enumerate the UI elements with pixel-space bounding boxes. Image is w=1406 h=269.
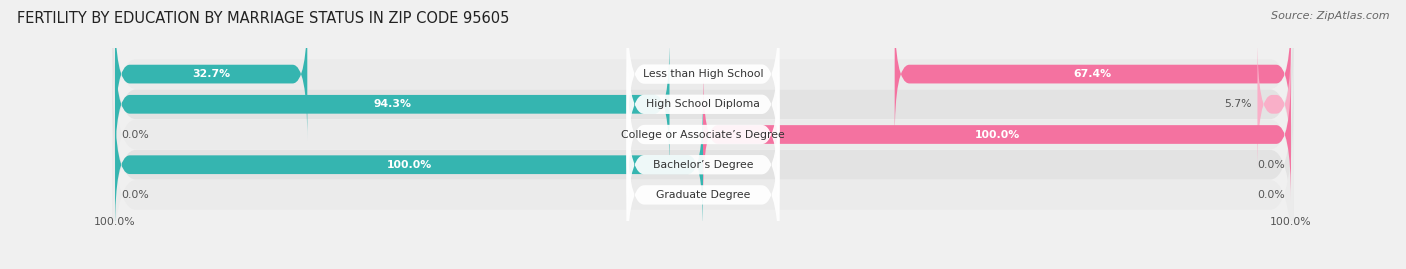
FancyBboxPatch shape (703, 68, 1291, 201)
FancyBboxPatch shape (627, 0, 779, 155)
FancyBboxPatch shape (627, 84, 779, 246)
Text: 0.0%: 0.0% (1257, 190, 1285, 200)
Text: 100.0%: 100.0% (387, 160, 432, 170)
Text: 100.0%: 100.0% (94, 217, 136, 227)
Text: 67.4%: 67.4% (1074, 69, 1112, 79)
FancyBboxPatch shape (627, 54, 779, 215)
Text: FERTILITY BY EDUCATION BY MARRIAGE STATUS IN ZIP CODE 95605: FERTILITY BY EDUCATION BY MARRIAGE STATU… (17, 11, 509, 26)
Text: Less than High School: Less than High School (643, 69, 763, 79)
Text: 0.0%: 0.0% (121, 190, 149, 200)
Text: 100.0%: 100.0% (1270, 217, 1312, 227)
Text: Bachelor’s Degree: Bachelor’s Degree (652, 160, 754, 170)
FancyBboxPatch shape (115, 8, 308, 140)
FancyBboxPatch shape (112, 89, 1294, 269)
Text: 0.0%: 0.0% (1257, 160, 1285, 170)
FancyBboxPatch shape (627, 114, 779, 269)
Text: 94.3%: 94.3% (373, 99, 412, 109)
FancyBboxPatch shape (627, 23, 779, 185)
FancyBboxPatch shape (894, 8, 1291, 140)
FancyBboxPatch shape (112, 29, 1294, 240)
FancyBboxPatch shape (112, 59, 1294, 269)
Text: 0.0%: 0.0% (121, 129, 149, 140)
FancyBboxPatch shape (112, 0, 1294, 210)
Text: High School Diploma: High School Diploma (647, 99, 759, 109)
FancyBboxPatch shape (1257, 38, 1291, 171)
FancyBboxPatch shape (115, 98, 703, 231)
Text: 5.7%: 5.7% (1225, 99, 1251, 109)
Text: College or Associate’s Degree: College or Associate’s Degree (621, 129, 785, 140)
FancyBboxPatch shape (112, 0, 1294, 180)
Text: 100.0%: 100.0% (974, 129, 1019, 140)
Text: Source: ZipAtlas.com: Source: ZipAtlas.com (1271, 11, 1389, 21)
Text: 32.7%: 32.7% (193, 69, 231, 79)
FancyBboxPatch shape (115, 38, 669, 171)
Text: Graduate Degree: Graduate Degree (655, 190, 751, 200)
